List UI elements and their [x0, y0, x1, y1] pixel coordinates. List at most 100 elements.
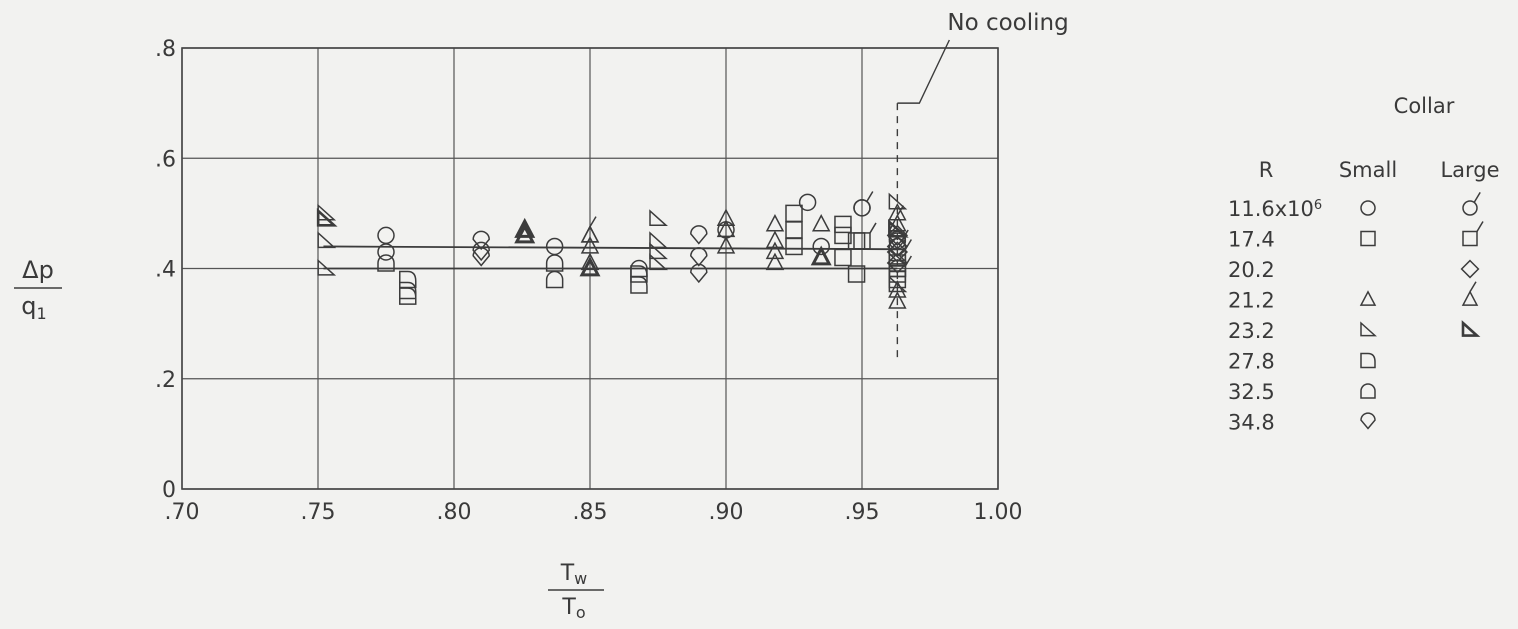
x-axis-label-denominator-subscript: o	[576, 603, 586, 622]
legend-marker-small	[1360, 383, 1376, 399]
data-point-d-shape	[630, 276, 648, 294]
y-tick-label: .8	[155, 37, 176, 62]
data-point-triangle	[888, 280, 907, 298]
legend-marker-large	[1462, 192, 1481, 216]
y-axis-label-numerator: Δp	[22, 256, 54, 284]
data-point-diamond-round	[690, 263, 708, 284]
data-point-circle	[798, 193, 817, 212]
data-point-arch	[545, 254, 564, 272]
data-point-square	[785, 204, 803, 223]
data-point-right-triangle	[888, 247, 908, 265]
x-tick-label: .90	[709, 500, 744, 525]
x-axis-label-denominator: To	[561, 595, 585, 622]
y-tick-label: 0	[162, 478, 176, 503]
data-point-circle	[377, 243, 395, 261]
legend-r-value: 34.8	[1228, 411, 1275, 435]
x-axis-label-numerator: Tw	[560, 561, 588, 588]
y-axis-label-denominator: q1	[21, 292, 46, 323]
data-point-triangle-bold	[514, 217, 536, 238]
y-tick-label: .4	[155, 258, 176, 283]
data-point-diamond-round	[472, 247, 490, 267]
x-tick-label: .80	[437, 500, 472, 525]
data-point-triangle	[888, 291, 907, 309]
legend-r-value: 23.2	[1228, 319, 1275, 343]
legend-r-value: 27.8	[1228, 350, 1275, 374]
plot-border	[181, 47, 999, 490]
data-point-square	[834, 215, 852, 234]
data-point-square	[834, 248, 852, 267]
data-point-circle	[377, 226, 395, 245]
data-point-circle	[812, 237, 830, 256]
data-point-diamond-round	[888, 230, 907, 251]
data-point-d-shape	[399, 287, 417, 305]
data-point-right-triangle-flag	[888, 218, 909, 238]
data-point-right-triangle	[649, 253, 668, 271]
x-tick-label: .85	[573, 500, 608, 525]
legend-r-value: 32.5	[1228, 380, 1275, 404]
data-point-d-shape	[399, 270, 417, 289]
data-point-right-triangle	[317, 258, 337, 276]
data-point-right-triangle	[649, 209, 668, 227]
legend-marker-small	[1360, 412, 1376, 430]
legend-r-value: 21.2	[1228, 289, 1275, 313]
data-point-right-triangle	[649, 242, 668, 260]
y-tick-labels: 0 .2 .4 .6 .8	[155, 37, 176, 503]
data-point-diamond-round	[690, 225, 708, 245]
data-point-diamond-round	[472, 241, 490, 262]
data-point-diamond	[886, 224, 909, 247]
x-axis-label-numerator-subscript: w	[574, 569, 587, 588]
legend-r-value: 20.2	[1228, 258, 1275, 282]
x-tick-label: .95	[845, 500, 880, 525]
data-point-square-flag	[853, 222, 877, 250]
data-point-diamond-round	[472, 230, 490, 251]
legend-r-value: 17.4	[1228, 228, 1275, 252]
legend-header-r: R	[1259, 158, 1274, 182]
legend-marker-large	[1461, 320, 1481, 337]
x-tick-label: .70	[165, 500, 200, 525]
data-point-triangle-flag	[580, 216, 600, 243]
x-tick-labels: .70 .75 .80 .85 .90 .95 1.00	[165, 500, 1023, 525]
data-point-triangle	[580, 252, 600, 271]
legend-marker-large	[1460, 259, 1480, 279]
data-point-right-triangle	[888, 275, 908, 293]
data-point-triangle	[888, 202, 907, 221]
data-point-triangle	[765, 230, 785, 249]
x-tick-label: 1.00	[974, 500, 1023, 525]
no-cooling-label: No cooling	[947, 10, 1068, 36]
data-point-arch	[630, 259, 648, 278]
data-point-triangle	[765, 252, 785, 271]
legend-title: Collar	[1394, 94, 1455, 118]
data-point-square	[785, 221, 803, 239]
data-point-square	[834, 226, 852, 245]
data-point-right-triangle	[649, 231, 668, 249]
data-point-square	[847, 265, 866, 283]
data-point-d-shape	[630, 265, 648, 283]
y-tick-label: .6	[155, 147, 176, 172]
data-point-diamond	[886, 241, 909, 263]
legend: Collar R Small Large 11.6x106 17.4 20.2 21.2 23.…	[1228, 94, 1500, 435]
plot-frame	[181, 47, 999, 490]
axis-labels: Δp q1 Tw To	[14, 256, 604, 622]
data-point-triangle	[765, 213, 785, 232]
legend-header-large: Large	[1440, 158, 1499, 182]
legend-marker-small	[1360, 352, 1376, 369]
data-point-right-triangle-flag	[316, 207, 338, 227]
data-point-diamond	[886, 252, 909, 274]
legend-marker-large	[1462, 221, 1484, 247]
data-point-arch	[377, 254, 395, 272]
no-cooling-leader	[897, 39, 950, 104]
data-point-triangle-bold	[514, 223, 536, 244]
legend-header-small: Small	[1339, 158, 1397, 182]
data-point-right-triangle	[888, 192, 908, 210]
data-point-arch	[545, 270, 564, 289]
legend-r-exponent: 6	[1314, 198, 1322, 213]
data-point-triangle	[716, 208, 736, 227]
data-point-triangle-bold	[810, 245, 832, 266]
legend-marker-small	[1360, 230, 1376, 247]
legend-marker-large	[1461, 281, 1479, 306]
data-point-triangle	[765, 241, 785, 260]
data-point-circle-flag	[853, 191, 874, 217]
data-point-right-triangle	[317, 231, 337, 249]
data-point-diamond-round	[690, 247, 708, 267]
